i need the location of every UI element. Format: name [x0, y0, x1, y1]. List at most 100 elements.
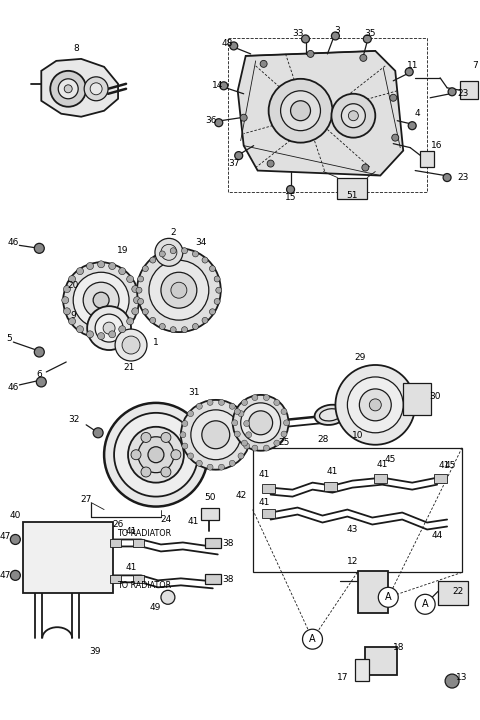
- Text: 50: 50: [204, 493, 216, 502]
- Circle shape: [97, 333, 105, 340]
- Circle shape: [122, 336, 140, 354]
- Text: 9: 9: [71, 310, 76, 320]
- Circle shape: [138, 299, 144, 305]
- Text: 10: 10: [352, 431, 363, 440]
- Circle shape: [73, 272, 129, 328]
- Circle shape: [230, 42, 238, 50]
- Circle shape: [362, 164, 369, 171]
- Circle shape: [11, 534, 20, 544]
- Circle shape: [229, 403, 235, 409]
- Text: 35: 35: [365, 30, 376, 38]
- Circle shape: [448, 88, 456, 96]
- Circle shape: [138, 276, 144, 282]
- Circle shape: [76, 268, 84, 274]
- Text: 32: 32: [69, 415, 80, 424]
- Text: 25: 25: [278, 438, 289, 447]
- Circle shape: [108, 330, 116, 338]
- Text: 29: 29: [355, 353, 366, 361]
- Circle shape: [290, 101, 311, 121]
- Circle shape: [161, 272, 197, 308]
- Text: 42: 42: [235, 491, 246, 500]
- Circle shape: [281, 431, 287, 437]
- Circle shape: [182, 420, 188, 426]
- Circle shape: [207, 464, 213, 470]
- Circle shape: [86, 263, 94, 269]
- Circle shape: [170, 248, 176, 253]
- Circle shape: [170, 327, 176, 333]
- Text: 26: 26: [112, 520, 124, 529]
- Text: 41: 41: [125, 563, 137, 572]
- Text: 47: 47: [0, 571, 11, 580]
- Circle shape: [63, 286, 71, 292]
- Circle shape: [281, 91, 321, 130]
- Text: 47: 47: [0, 532, 11, 541]
- Circle shape: [234, 431, 240, 437]
- Circle shape: [86, 330, 94, 338]
- Text: 36: 36: [205, 116, 216, 125]
- Circle shape: [50, 71, 86, 107]
- Text: 49: 49: [149, 603, 161, 612]
- Circle shape: [191, 410, 240, 459]
- Circle shape: [360, 389, 391, 420]
- Circle shape: [415, 594, 435, 614]
- Circle shape: [331, 94, 375, 138]
- Text: 41: 41: [259, 498, 270, 507]
- Circle shape: [136, 287, 142, 293]
- Circle shape: [363, 35, 372, 43]
- Bar: [374, 474, 387, 482]
- Circle shape: [137, 248, 221, 332]
- Circle shape: [301, 35, 310, 43]
- Bar: [324, 482, 337, 490]
- Text: 43: 43: [347, 525, 358, 534]
- Circle shape: [114, 413, 198, 497]
- Circle shape: [378, 588, 398, 607]
- Circle shape: [241, 400, 248, 405]
- Text: 6: 6: [36, 371, 42, 379]
- Circle shape: [34, 347, 44, 357]
- Circle shape: [119, 325, 126, 333]
- Circle shape: [269, 78, 333, 143]
- Circle shape: [207, 400, 213, 405]
- Bar: [434, 474, 447, 482]
- Circle shape: [229, 460, 235, 467]
- Circle shape: [274, 440, 280, 446]
- Circle shape: [214, 299, 220, 305]
- Circle shape: [132, 286, 139, 292]
- Circle shape: [287, 186, 295, 194]
- Circle shape: [171, 450, 181, 459]
- Circle shape: [192, 323, 198, 330]
- Circle shape: [133, 297, 141, 304]
- Circle shape: [234, 408, 240, 415]
- Circle shape: [240, 114, 247, 121]
- Text: 51: 51: [347, 191, 358, 200]
- Circle shape: [331, 32, 339, 40]
- Circle shape: [267, 160, 274, 167]
- Circle shape: [63, 262, 139, 338]
- Bar: [460, 81, 478, 99]
- Text: 41: 41: [187, 517, 199, 526]
- Text: A: A: [422, 599, 429, 609]
- Circle shape: [58, 78, 78, 99]
- Polygon shape: [41, 59, 118, 117]
- Bar: [403, 383, 431, 415]
- Text: 27: 27: [81, 495, 92, 504]
- Circle shape: [408, 122, 416, 130]
- Text: 48: 48: [222, 40, 233, 48]
- Bar: [359, 572, 388, 613]
- Bar: [205, 575, 221, 585]
- Circle shape: [188, 453, 193, 459]
- Circle shape: [34, 243, 44, 253]
- Text: 33: 33: [292, 30, 303, 38]
- Circle shape: [264, 395, 269, 400]
- Text: 14: 14: [212, 81, 224, 90]
- Circle shape: [171, 282, 187, 298]
- Text: 15: 15: [285, 193, 296, 202]
- Circle shape: [264, 445, 269, 451]
- Text: 4: 4: [414, 109, 420, 118]
- Text: TO RADIATOR: TO RADIATOR: [117, 581, 171, 590]
- Circle shape: [233, 395, 288, 451]
- Bar: [262, 508, 275, 518]
- Circle shape: [108, 263, 116, 269]
- Bar: [337, 178, 367, 199]
- Circle shape: [218, 464, 225, 470]
